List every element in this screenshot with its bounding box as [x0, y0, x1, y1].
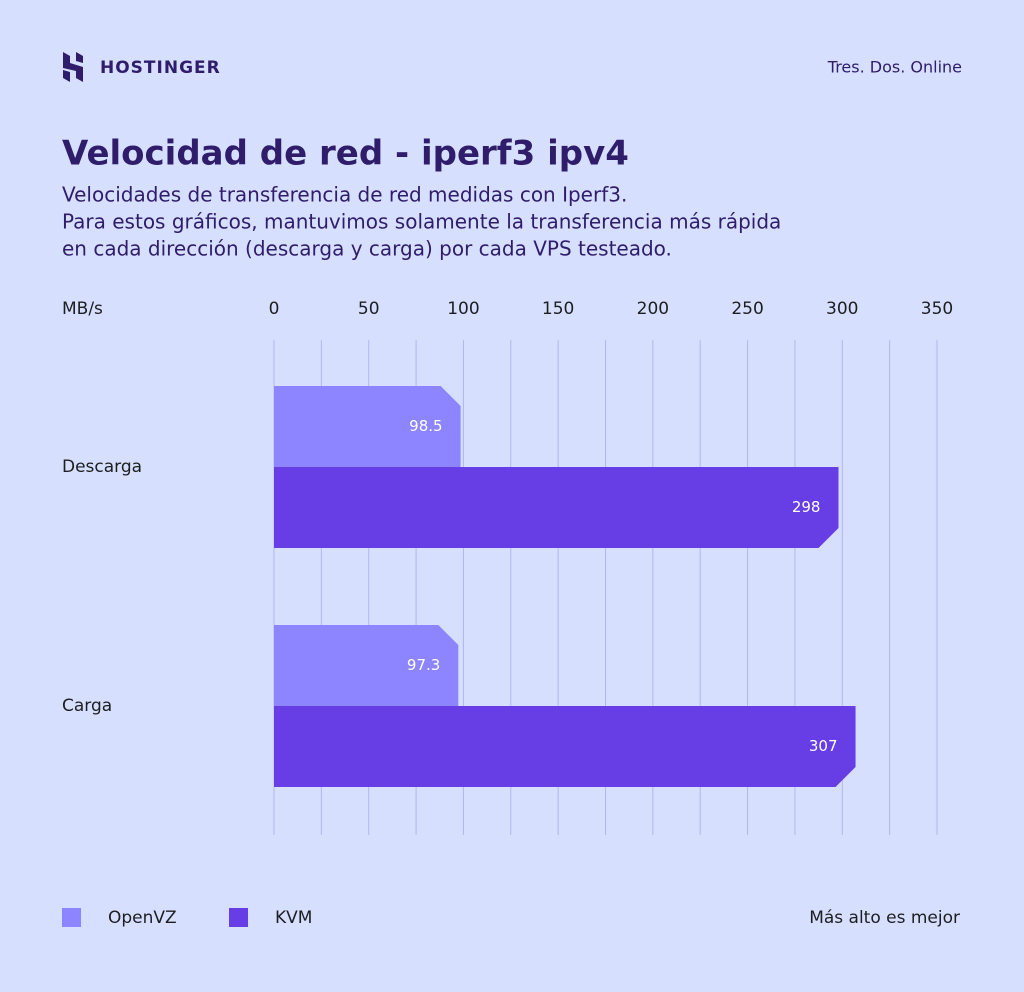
value-label: 307: [809, 737, 838, 755]
legend-label: KVM: [275, 908, 312, 928]
x-tick-label: 50: [358, 299, 380, 319]
bar: [274, 467, 839, 548]
x-tick-label: 350: [921, 299, 953, 319]
source: Tres. Dos. Online: [827, 58, 962, 77]
legend-label: OpenVZ: [108, 908, 177, 928]
value-label: 298: [792, 498, 821, 516]
bar: [274, 386, 461, 467]
x-axis-label: MB/s: [62, 299, 103, 319]
x-tick-label: 250: [731, 299, 763, 319]
logo: [63, 52, 83, 82]
chart-title: Velocidad de red - iperf3 ipv4: [62, 134, 629, 174]
y-tick-label: Carga: [62, 696, 112, 716]
y-tick-label: Descarga: [62, 457, 142, 477]
x-tick-label: 200: [637, 299, 669, 319]
x-tick-label: 150: [542, 299, 574, 319]
subtitle: Para estos gráficos, mantuvimos solament…: [62, 210, 781, 234]
brand: HOSTINGER: [100, 58, 221, 78]
bar: [274, 625, 459, 706]
x-tick-label: 300: [826, 299, 858, 319]
subtitle: Velocidades de transferencia de red medi…: [62, 183, 627, 207]
value-label: 98.5: [409, 417, 442, 435]
bar: [274, 706, 856, 787]
value-label: 97.3: [407, 656, 440, 674]
legend-swatch: [62, 908, 81, 927]
x-tick-label: 0: [269, 299, 280, 319]
legend-swatch: [229, 908, 248, 927]
x-tick-label: 100: [447, 299, 479, 319]
note: Más alto es mejor: [809, 908, 960, 928]
subtitle: en cada dirección (descarga y carga) por…: [62, 237, 672, 261]
